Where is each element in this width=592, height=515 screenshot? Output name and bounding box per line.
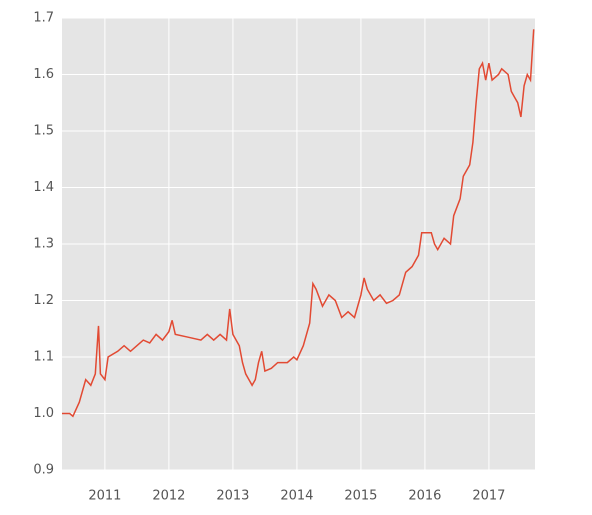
- y-tick-label: 1.3: [33, 237, 54, 252]
- x-tick-label: 2016: [408, 489, 441, 504]
- x-tick-label: 2017: [472, 489, 505, 504]
- y-tick-label: 1.4: [33, 180, 54, 195]
- data-line: [62, 29, 535, 418]
- y-tick-label: 1.0: [33, 406, 54, 421]
- y-tick-label: 0.9: [33, 463, 54, 478]
- y-tick-label: 1.7: [33, 11, 54, 26]
- x-tick-label: 2011: [88, 489, 121, 504]
- y-tick-label: 1.1: [33, 350, 54, 365]
- y-tick-label: 1.2: [33, 293, 54, 308]
- x-tick-label: 2015: [344, 489, 377, 504]
- x-tick-label: 2014: [280, 489, 313, 504]
- y-tick-label: 1.5: [33, 124, 54, 139]
- x-tick-label: 2013: [216, 489, 249, 504]
- x-tick-label: 2012: [152, 489, 185, 504]
- y-tick-label: 1.6: [33, 67, 54, 82]
